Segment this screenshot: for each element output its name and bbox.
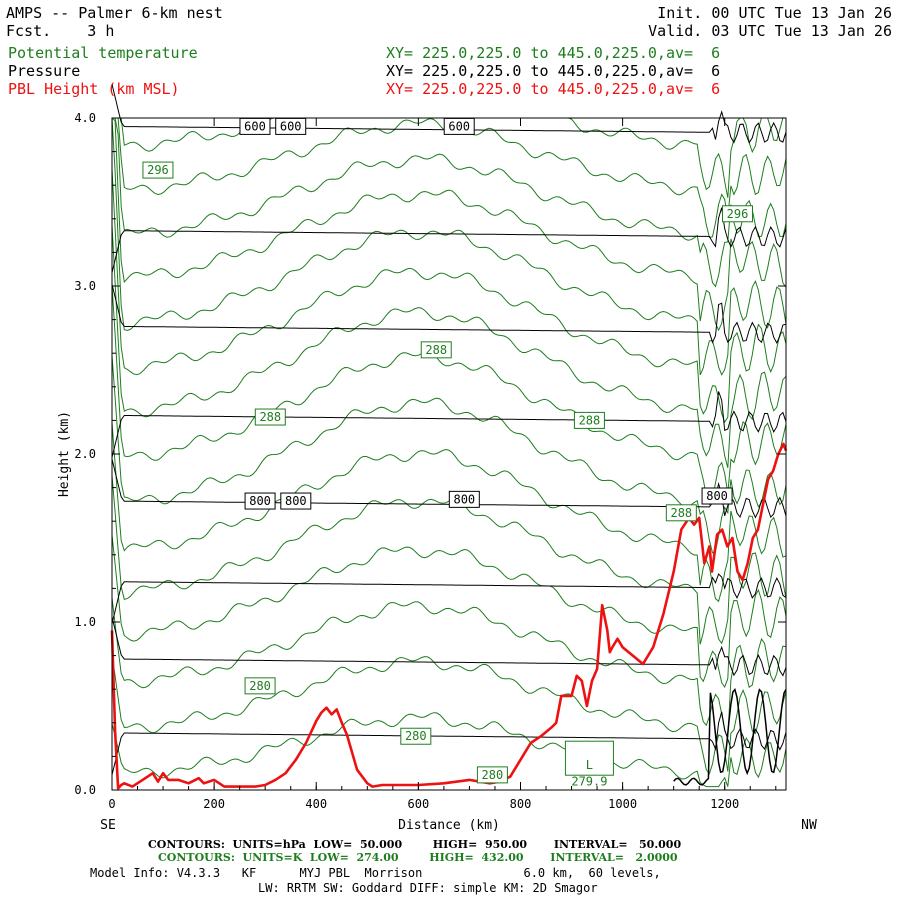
theta-contour-label: 296 — [147, 163, 169, 177]
theta-contour-label: 280 — [482, 768, 504, 782]
pressure-contour-label-box — [701, 487, 733, 505]
y-tick-label: 4.0 — [74, 111, 96, 125]
pressure-contour — [111, 711, 787, 776]
pressure-contour-label-box — [448, 490, 480, 508]
theta-contour — [111, 225, 787, 468]
x-tick-label: 0 — [108, 797, 115, 811]
contour-labels: 600 600 600 800 800 800 800 296 296 288 288 288 288 2… — [142, 117, 753, 789]
init-time: Init. 00 UTC Tue 13 Jan 26 — [657, 4, 892, 22]
plot-title: AMPS -- Palmer 6-km nest — [6, 4, 223, 22]
x-tick-label: 400 — [305, 797, 327, 811]
pressure-contour-label: 600 — [448, 119, 470, 133]
theta-contour — [111, 284, 787, 506]
theta-contour — [111, 422, 787, 603]
theta-contour — [111, 597, 787, 739]
x-end-left-label: SE — [100, 818, 116, 833]
pressure-contour — [111, 207, 787, 273]
theta-low-box — [564, 740, 614, 776]
pressure-contour — [111, 391, 787, 458]
theta-contour-label: 288 — [425, 343, 447, 357]
y-tick-label: 0.0 — [74, 783, 96, 797]
field-xy-pressure: XY= 225.0,225.0 to 445.0,225.0,av= 6 — [386, 62, 721, 80]
theta-contour-label-box — [254, 408, 286, 426]
model-info-line-1: Model Info: V4.3.3 KF MYJ PBL Morrison 6… — [90, 866, 661, 880]
x-tick-label: 800 — [510, 797, 532, 811]
theta-contour-label-box — [142, 161, 174, 179]
pressure-contour-label: 800 — [706, 489, 728, 503]
pressure-contour-label: 600 — [244, 119, 266, 133]
pbl-height-line — [110, 442, 788, 790]
theta-low-annotation: L — [586, 758, 593, 772]
pbl-series — [110, 442, 788, 790]
y-tick-label: 1.0 — [74, 615, 96, 629]
theta-contour — [111, 117, 787, 332]
pressure-contour-label: 800 — [453, 492, 475, 506]
pressure-contour-label-box — [244, 492, 276, 510]
theta-contour-label-box — [721, 205, 753, 223]
theta-contours — [111, 117, 787, 788]
terrain-pressure-trace — [673, 688, 787, 786]
model-info-line-2: LW: RRTM SW: Goddard DIFF: simple KM: 2D… — [258, 881, 598, 895]
theta-contour-label: 288 — [670, 506, 692, 520]
field-xy-theta: XY= 225.0,225.0 to 445.0,225.0,av= 6 — [386, 44, 721, 62]
y-tick-label: 3.0 — [74, 279, 96, 293]
theta-contour — [111, 117, 787, 376]
theta-contour-label-box — [476, 766, 508, 784]
theta-contour-label-box — [665, 504, 697, 522]
theta-contour-label-box — [244, 677, 276, 695]
theta-contour-label: 296 — [727, 207, 749, 221]
x-axis-label: Distance (km) — [398, 818, 500, 833]
theta-contour-label-box — [573, 411, 605, 429]
theta-contour — [111, 535, 787, 689]
pressure-contour-info: CONTOURS: UNITS=hPa LOW= 50.000 HIGH= 95… — [148, 838, 682, 851]
field-xy-pbl: XY= 225.0,225.0 to 445.0,225.0,av= 6 — [386, 80, 721, 98]
pressure-contour-label: 600 — [280, 119, 302, 133]
theta-contour — [112, 117, 787, 238]
x-tick-label: 1200 — [710, 797, 739, 811]
theta-contour-info: CONTOURS: UNITS=K LOW= 274.00 HIGH= 432.… — [158, 851, 678, 864]
theta-low-annotation: 279.9 — [571, 775, 607, 789]
theta-contour-label: 288 — [579, 413, 601, 427]
x-tick-label: 1000 — [608, 797, 637, 811]
x-end-right-label: NW — [801, 818, 817, 833]
axes: 0 200 400 600 800 1000 1200 0.0 1.0 2.0 3.0 4.0 — [74, 111, 786, 811]
theta-contour-label: 280 — [405, 729, 427, 743]
field-name-pressure: Pressure — [8, 62, 81, 80]
theta-contour-label-box — [400, 727, 432, 745]
theta-contour — [111, 168, 787, 424]
theta-contour — [112, 117, 787, 288]
x-tick-label: 200 — [203, 797, 225, 811]
theta-contour-label-box — [420, 341, 452, 359]
theta-contour-label: 288 — [259, 410, 281, 424]
x-tick-label: 600 — [408, 797, 430, 811]
pressure-contour-label: 800 — [249, 494, 271, 508]
theta-contour-label: 280 — [249, 679, 271, 693]
forecast-hour: Fcst. 3 h — [6, 22, 115, 40]
pressure-contours — [111, 84, 787, 786]
pressure-contour — [111, 284, 787, 345]
y-tick-label: 2.0 — [74, 447, 96, 461]
pressure-contour — [111, 573, 787, 624]
theta-contour — [111, 355, 787, 554]
pressure-contour-label-box — [280, 492, 312, 510]
theta-contour — [111, 654, 787, 775]
plot-frame — [111, 117, 787, 791]
pressure-contour — [111, 616, 787, 677]
pressure-contour-label: 800 — [285, 494, 307, 508]
y-axis-label: Height (km) — [57, 411, 72, 497]
theta-contour — [111, 712, 787, 788]
field-name-theta: Potential temperature — [8, 44, 198, 62]
valid-time: Valid. 03 UTC Tue 13 Jan 26 — [648, 22, 892, 40]
